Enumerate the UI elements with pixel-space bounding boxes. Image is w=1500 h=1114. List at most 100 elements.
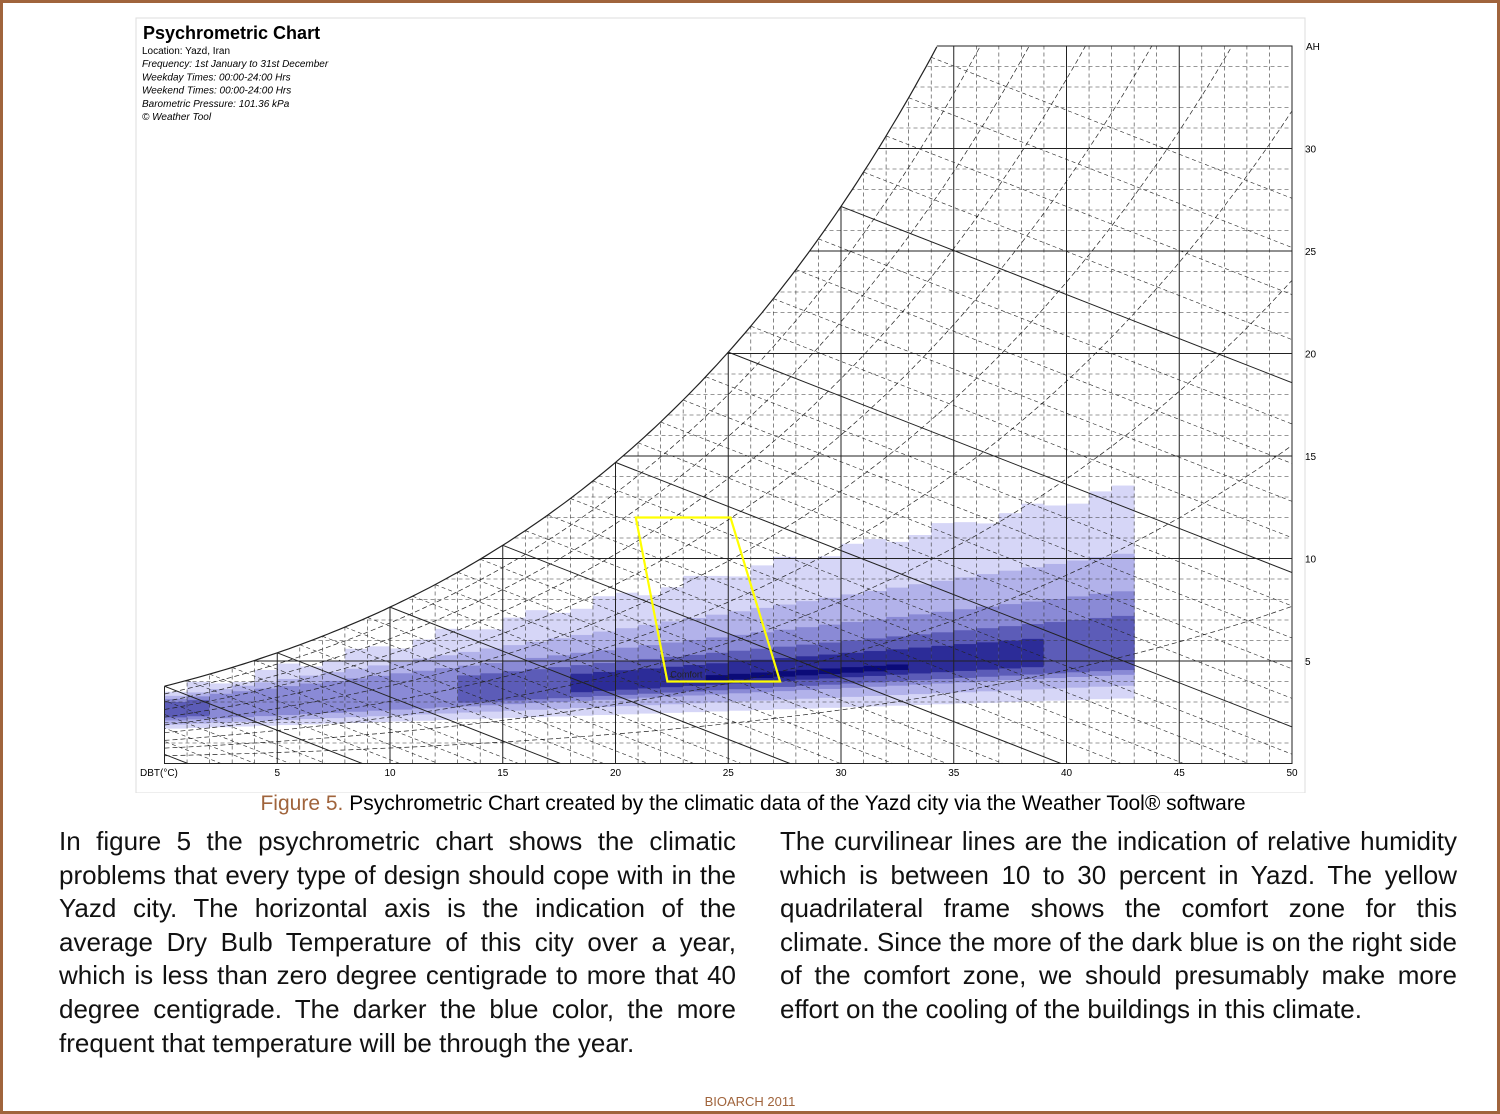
wet-bulb-line — [908, 97, 1292, 248]
heat-cell — [1043, 622, 1067, 674]
heat-cell — [525, 669, 549, 700]
wet-bulb-line — [164, 691, 326, 764]
wet-bulb-line — [367, 617, 742, 764]
heat-cell — [818, 654, 842, 679]
heat-cell — [728, 661, 752, 684]
comfort-label: Comfort — [670, 670, 703, 680]
wet-bulb-line — [164, 685, 363, 764]
y-tick-label: 20 — [1305, 350, 1317, 361]
chart: Psychrometric Chart Location: Yazd, Iran… — [135, 17, 1320, 793]
body-column: In figure 5 the psychrometric chart show… — [59, 826, 736, 1058]
heat-cell — [502, 671, 526, 701]
wet-bulb-line — [434, 584, 893, 764]
heat-cell — [638, 668, 662, 689]
chart-subtitle: Location: Yazd, Iran — [142, 46, 230, 57]
wet-bulb-line — [660, 421, 1292, 670]
heat-cell — [750, 672, 774, 679]
heat-cell — [773, 671, 797, 677]
heat-cell — [705, 675, 729, 681]
heat-cell — [863, 651, 887, 676]
body-column: The curvilinear lines are the indication… — [780, 826, 1457, 1024]
wet-bulb-line — [502, 544, 1062, 764]
x-tick-label: 35 — [948, 768, 960, 779]
chart-subtitle: © Weather Tool — [142, 112, 212, 123]
y-tick-label: 5 — [1305, 657, 1311, 668]
x-tick-label: 20 — [610, 768, 622, 779]
wet-bulb-line — [322, 635, 649, 764]
heat-cell — [164, 702, 188, 718]
x-tick-label: 45 — [1174, 768, 1186, 779]
heat-cell — [841, 667, 865, 673]
caption-label: Figure 5. — [260, 792, 344, 815]
x-tick-label: 25 — [723, 768, 735, 779]
heat-cell — [592, 671, 616, 691]
wet-bulb-line — [525, 530, 1122, 764]
chart-border — [164, 45, 1293, 764]
saturation-curve — [164, 46, 938, 687]
chart-subtitle: Frequency: 1st January to 31st December — [142, 59, 329, 70]
x-tick-label: 50 — [1286, 768, 1298, 779]
wet-bulb-line — [637, 442, 1292, 699]
heat-cell — [976, 642, 1000, 670]
wet-bulb-line — [299, 644, 604, 764]
y-tick-label: 25 — [1305, 247, 1317, 258]
chart-title: Psychrometric Chart — [143, 23, 320, 43]
y-axis-label: AH — [1306, 42, 1320, 53]
heat-cell — [570, 673, 594, 693]
heat-cell — [750, 659, 774, 683]
heat-cell — [322, 680, 346, 713]
heat-cell — [998, 640, 1022, 669]
heat-cell — [367, 675, 391, 711]
rh-curve — [164, 46, 1292, 710]
heat-cell — [277, 686, 301, 716]
x-tick-label: 30 — [835, 768, 847, 779]
heat-cell — [1111, 615, 1135, 671]
y-tick-label: 10 — [1305, 555, 1317, 566]
wet-bulb-line — [186, 680, 400, 764]
heat-cell — [886, 664, 910, 671]
rh-curve — [164, 46, 1292, 695]
heat-cell — [344, 678, 368, 712]
heat-cell — [435, 668, 459, 708]
heat-cell — [457, 675, 481, 703]
caption-text: Psychrometric Chart created by the clima… — [349, 792, 1246, 815]
heat-cell — [818, 668, 842, 675]
rh-curve — [164, 46, 1292, 703]
wet-bulb-line — [728, 351, 1292, 573]
wet-bulb-line — [795, 269, 1292, 464]
heat-cell — [480, 673, 504, 702]
chart-subtitle: Barometric Pressure: 101.36 kPa — [142, 99, 290, 110]
wet-bulb-line — [818, 238, 1292, 425]
wet-bulb-line — [232, 667, 478, 764]
heat-cell — [931, 645, 955, 673]
wet-bulb-line — [254, 660, 519, 764]
wet-bulb-line — [164, 696, 291, 764]
wet-bulb-line — [164, 709, 189, 764]
heat-cell — [953, 644, 977, 671]
wet-bulb-line — [457, 571, 947, 764]
heat-cell — [299, 683, 323, 714]
y-tick-label: 30 — [1305, 145, 1317, 156]
heat-cell — [841, 652, 865, 678]
wet-bulb-line — [547, 514, 1184, 764]
wet-bulb-line — [683, 399, 1292, 639]
heat-cell — [1066, 620, 1090, 673]
comfort-zone — [634, 516, 782, 683]
heat-cell — [886, 649, 910, 675]
wet-bulb-line — [592, 480, 1292, 755]
x-tick-label: 5 — [274, 768, 280, 779]
heat-cell — [863, 665, 887, 672]
heat-cell — [412, 670, 436, 709]
x-tick-label: 40 — [1061, 768, 1073, 779]
rh-curve — [164, 46, 1292, 726]
wet-bulb-line — [389, 606, 791, 764]
wet-bulb-line — [570, 498, 1249, 764]
chart-subtitle: Weekend Times: 00:00-24:00 Hrs — [142, 86, 291, 97]
wet-bulb-line — [164, 701, 256, 764]
chart-subtitle: Weekday Times: 00:00-24:00 Hrs — [142, 72, 291, 83]
heat-cell — [615, 670, 639, 690]
heat-cell — [209, 693, 233, 719]
wet-bulb-line — [277, 652, 561, 764]
heat-cell — [795, 669, 819, 676]
wet-bulb-line — [931, 57, 1292, 199]
